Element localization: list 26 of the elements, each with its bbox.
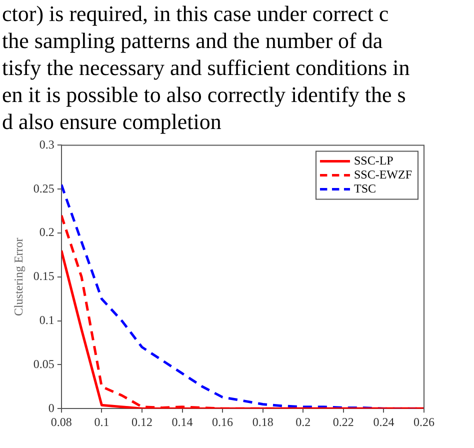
x-tick-label: 0.2	[296, 414, 311, 429]
x-tick-label: 0.22	[332, 414, 354, 429]
y-tick-label: 0.3	[39, 137, 54, 152]
x-tick-label: 0.08	[50, 414, 72, 429]
text: ctor) is required, in this case under correct c	[2, 0, 390, 27]
x-tick-label: 0.1	[94, 414, 110, 429]
x-tick-label: 0.18	[252, 414, 274, 429]
x-tick-label: 0.16	[212, 414, 234, 429]
x-tick-label: 0.12	[131, 414, 152, 429]
x-tick-label: 0.24	[373, 414, 394, 429]
y-tick-label: 0.1	[39, 312, 54, 327]
text: d also ensure completion	[2, 108, 222, 135]
text: the sampling patterns and the number of da	[2, 27, 384, 54]
legend-label: SSC-EWZF	[354, 167, 412, 182]
x-tick-label: 0.26	[414, 414, 434, 429]
text: en it is possible to also correctly identify the s	[2, 81, 407, 108]
y-tick-label: 0.2	[39, 225, 54, 240]
legend-label: TSC	[354, 181, 376, 196]
legend-label: SSC-LP	[354, 153, 394, 168]
y-tick-label: 0.05	[33, 356, 54, 371]
y-tick-label: 0.15	[33, 269, 54, 284]
y-axis-title: Clustering Error	[11, 238, 26, 316]
y-tick-label: 0	[48, 400, 54, 415]
text: tisfy the necessary and sufficient conditions in	[2, 54, 411, 81]
y-tick-label: 0.25	[33, 181, 54, 196]
x-tick-label: 0.14	[172, 414, 193, 429]
